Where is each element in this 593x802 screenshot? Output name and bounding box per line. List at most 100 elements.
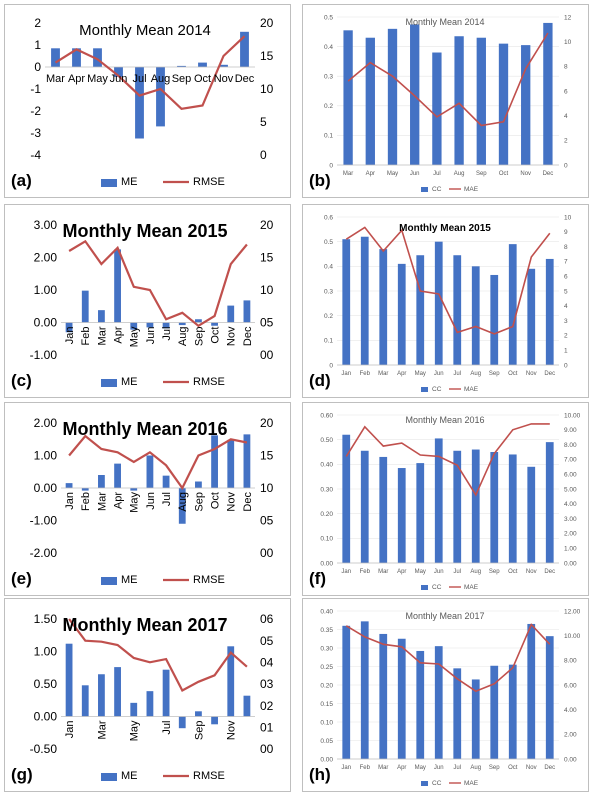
y-left-tick-label: 0.5 — [324, 239, 333, 246]
category-tick-label: Nov — [226, 492, 238, 512]
panel-h: 0.00 0.05 0.10 0.15 0.20 0.25 0.30 0.35 0.40 0.00… — [302, 598, 589, 792]
bar-me — [227, 439, 235, 488]
category-tick-label: Feb — [360, 765, 371, 771]
y-right-tick-label: 4 — [564, 303, 568, 310]
y-right-tick-label: 5 — [564, 288, 568, 295]
legend-label: RMSE — [193, 574, 225, 586]
y-right-tick-label: 20 — [260, 16, 274, 30]
category-tick-label: Sep — [489, 569, 500, 575]
chart-b: 0 0.1 0.2 0.3 0.4 0.5 0 2 4 6 8 10 12 Mar Apr May Jun Jul… — [324, 14, 572, 193]
category-tick-label: Mar — [46, 73, 65, 85]
bar-me — [114, 463, 121, 488]
legend-label: RMSE — [193, 376, 225, 388]
y-right-tick-label: 10 — [260, 481, 274, 495]
y-right-tick-label: 10.00 — [564, 412, 581, 419]
y-left-tick-label: 1.00 — [34, 645, 58, 659]
bar-cc — [387, 28, 398, 166]
category-tick-label: Jun — [434, 371, 444, 377]
chart-title: Monthly Mean 2014 — [79, 22, 211, 39]
legend-label: ME — [121, 176, 138, 188]
y-left-tick-label: 0.6 — [324, 214, 333, 221]
legend-label: CC — [432, 780, 442, 787]
line-rmse — [54, 35, 246, 110]
bar-me — [240, 31, 249, 67]
y-left-tick-label: 0 — [34, 60, 41, 74]
y-right-tick-label: 12 — [564, 14, 572, 21]
y-right-tick-label: 10 — [564, 214, 572, 221]
chart-e: -2.00 -1.00 0.00 1.00 2.00 00 05 10 15 20 Jan Feb Ma… — [30, 416, 274, 586]
y-left-tick-label: 0.05 — [320, 738, 333, 745]
bar-me — [81, 685, 89, 717]
category-tick-label: Apr — [112, 492, 124, 509]
chart-title: Monthly Mean 2014 — [405, 17, 484, 27]
panel-a: -4 -3 -2 -1 0 1 2 0 5 10 15 20 Mar Apr May Jun Jul Aug Sep… — [4, 4, 291, 198]
y-right-tick-label: 00 — [260, 546, 274, 560]
y-right-tick-label: 10.00 — [564, 633, 581, 640]
bar-me — [114, 67, 123, 77]
bar-me — [243, 434, 251, 488]
category-tick-label: Aug — [454, 171, 465, 177]
line-rmse — [68, 618, 248, 693]
y-right-tick-label: 15 — [260, 251, 274, 265]
bar-cc — [379, 249, 388, 365]
panel-label: (g) — [11, 765, 33, 784]
bar-cc — [416, 650, 425, 759]
y-left-tick-label: 0.20 — [320, 511, 333, 518]
category-tick-label: Jul — [453, 765, 461, 771]
y-right-tick-label: 10 — [564, 39, 572, 46]
legend-label: ME — [121, 770, 138, 782]
category-tick-label: Nov — [520, 171, 531, 177]
bar-cc — [527, 623, 536, 759]
category-tick-label: Aug — [470, 371, 481, 377]
y-right-tick-label: 1.00 — [564, 545, 577, 552]
y-left-tick-label: 0.20 — [320, 682, 333, 689]
category-tick-label: Feb — [360, 371, 371, 377]
category-tick-label: May — [129, 720, 141, 741]
bar-me — [51, 48, 60, 67]
line-mae — [345, 623, 551, 693]
category-tick-label: Nov — [226, 326, 238, 346]
y-right-tick-label: 7.00 — [564, 457, 577, 464]
y-left-tick-label: 2 — [34, 16, 41, 30]
y-left-tick-label: 0.4 — [324, 44, 333, 51]
y-left-tick-label: 0.00 — [320, 560, 333, 567]
y-right-tick-label: 8.00 — [564, 658, 577, 665]
y-left-tick-label: 0.35 — [320, 627, 333, 634]
panel-g: -0.50 0.00 0.50 1.00 1.50 00 01 02 03 04 05 06 Jan Ma… — [4, 598, 291, 792]
bar-cc — [508, 244, 517, 365]
category-tick-label: Jun — [434, 765, 444, 771]
y-left-tick-label: -1.00 — [30, 514, 58, 528]
bar-cc — [453, 450, 462, 563]
category-tick-label: Mar — [96, 720, 108, 739]
bar-me — [195, 711, 202, 717]
y-left-tick-label: -4 — [30, 148, 41, 162]
legend-label: MAE — [464, 584, 479, 591]
y-left-tick-label: 0.5 — [324, 14, 333, 21]
chart-title: Monthly Mean 2015 — [62, 221, 227, 241]
y-left-tick-label: 0.3 — [324, 73, 333, 80]
y-right-tick-label: 6.00 — [564, 471, 577, 478]
category-tick-label: Jan — [64, 492, 76, 510]
y-right-tick-label: 2 — [564, 138, 568, 145]
line-rmse — [68, 239, 248, 328]
bar-me — [178, 716, 186, 729]
y-left-tick-label: -2 — [30, 104, 41, 118]
bar-me — [130, 322, 138, 330]
y-left-tick-label: 0.10 — [320, 536, 333, 543]
category-tick-label: Mar — [378, 371, 388, 377]
category-tick-label: Apr — [397, 765, 406, 771]
y-left-tick-label: 0 — [329, 362, 333, 369]
bar-cc — [342, 625, 351, 759]
y-right-tick-label: 15 — [260, 49, 274, 63]
y-right-tick-label: 5 — [260, 115, 267, 129]
bar-me — [162, 322, 170, 329]
category-tick-label: Sep — [489, 765, 500, 771]
category-tick-label: Oct — [194, 73, 211, 85]
category-tick-label: Aug — [177, 327, 189, 347]
y-left-tick-label: 0.00 — [34, 481, 58, 495]
y-right-tick-label: 04 — [260, 656, 274, 670]
y-left-tick-label: 0.1 — [324, 338, 333, 345]
category-tick-label: Jul — [433, 171, 441, 177]
category-tick-label: Sep — [193, 492, 205, 512]
